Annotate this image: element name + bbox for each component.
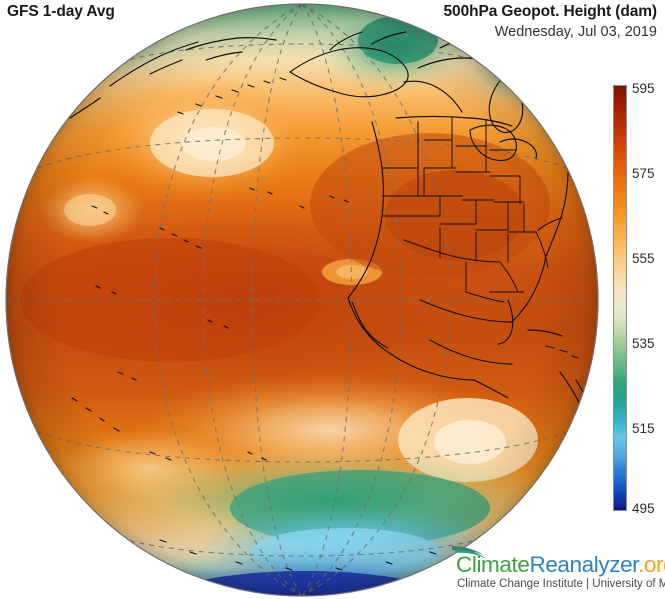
- logo-subtitle: Climate Change Institute | University of…: [457, 578, 665, 590]
- colorbar-gradient: [613, 85, 627, 511]
- colorbar-tick-555: 555: [632, 251, 655, 266]
- globe-outline: [5, 3, 599, 597]
- colorbar-tick-535: 535: [632, 336, 655, 351]
- header-right-block: 500hPa Geopot. Height (dam) Wednesday, J…: [443, 3, 658, 41]
- swoosh-icon: [452, 546, 488, 560]
- globe-map[interactable]: [0, 0, 605, 599]
- logo-wordmark: ClimateReanalyzer.org: [456, 552, 665, 578]
- climate-reanalyzer-logo[interactable]: ClimateReanalyzer.org Climate Change Ins…: [452, 546, 665, 594]
- colorbar-tick-495: 495: [632, 501, 655, 516]
- forecast-date: Wednesday, Jul 03, 2019: [494, 24, 657, 40]
- model-label: GFS 1-day Avg: [7, 3, 115, 20]
- logo-word-org: .org: [638, 552, 665, 577]
- colorbar-tick-515: 515: [632, 421, 655, 436]
- page-title: 500hPa Geopot. Height (dam): [443, 3, 658, 20]
- colorbar: [613, 85, 627, 511]
- colorbar-tick-595: 595: [632, 81, 655, 96]
- geopotential-height-field: [6, 4, 598, 596]
- logo-word-reanalyzer: Reanalyzer: [529, 552, 639, 577]
- colorbar-tick-575: 575: [632, 166, 655, 181]
- globe-svg: [5, 3, 599, 597]
- logo-word-climate: Climate: [456, 552, 530, 577]
